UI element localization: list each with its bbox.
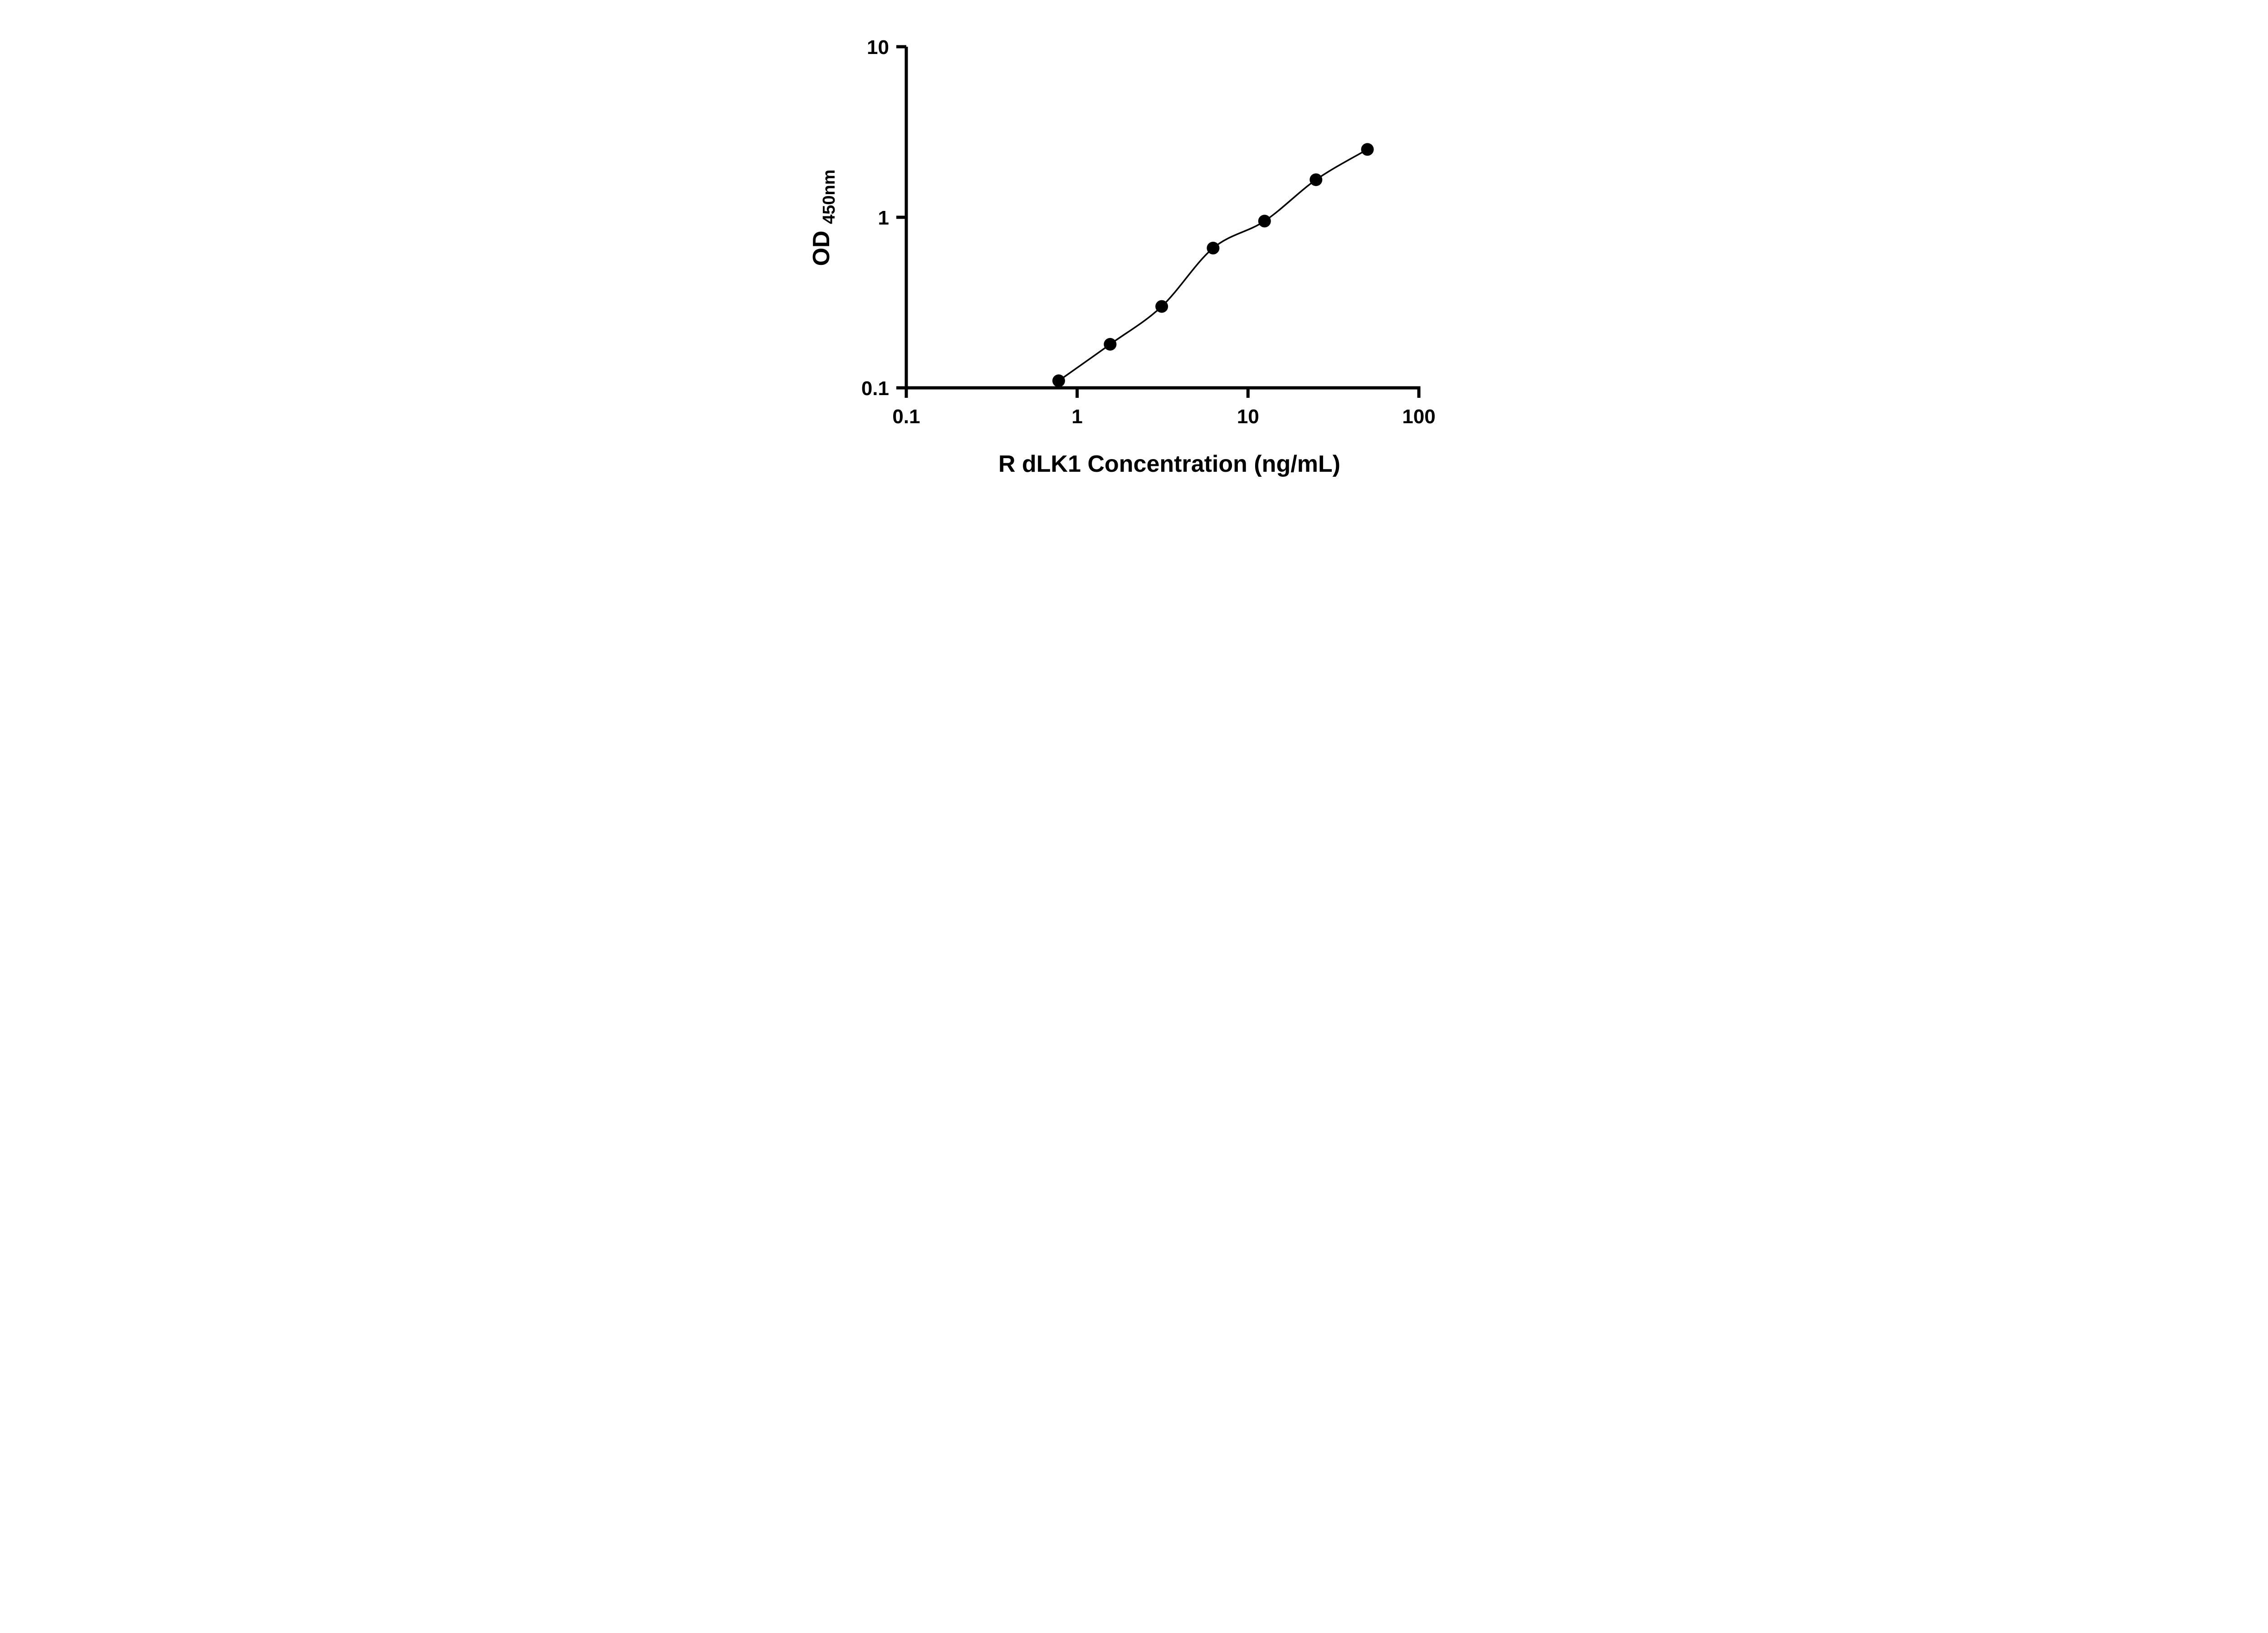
data-point bbox=[1155, 300, 1168, 313]
data-point bbox=[1103, 338, 1116, 351]
x-tick-label: 1 bbox=[1071, 406, 1082, 428]
chart-svg: 0.1 1 10 100 0.1 1 10 R dLK1 Concentration (ng… bbox=[783, 0, 1485, 500]
data-point bbox=[1309, 173, 1322, 186]
data-point bbox=[1361, 143, 1374, 156]
x-tick-label: 100 bbox=[1402, 406, 1435, 428]
elisa-standard-curve-figure: 0.1 1 10 100 0.1 1 10 R dLK1 Concentration (ng… bbox=[783, 0, 1485, 500]
x-axis-title: R dLK1 Concentration (ng/mL) bbox=[998, 451, 1340, 477]
axes-group: 0.1 1 10 100 0.1 1 10 bbox=[861, 36, 1435, 428]
y-axis-title: OD 450nm bbox=[808, 170, 839, 266]
data-point bbox=[1206, 241, 1219, 254]
y-tick-label: 1 bbox=[878, 207, 889, 229]
data-point bbox=[1258, 215, 1271, 228]
series-group bbox=[1052, 143, 1374, 387]
x-tick-label: 10 bbox=[1237, 406, 1259, 428]
x-axis-title-text: R dLK1 Concentration (ng/mL) bbox=[998, 451, 1340, 477]
y-axis-title-main: OD bbox=[808, 230, 835, 266]
y-axis-title-subscript: 450nm bbox=[820, 170, 839, 224]
y-tick-label: 0.1 bbox=[861, 377, 889, 400]
data-point bbox=[1052, 374, 1065, 387]
x-tick-label: 0.1 bbox=[892, 406, 920, 428]
y-tick-label: 10 bbox=[867, 36, 889, 59]
